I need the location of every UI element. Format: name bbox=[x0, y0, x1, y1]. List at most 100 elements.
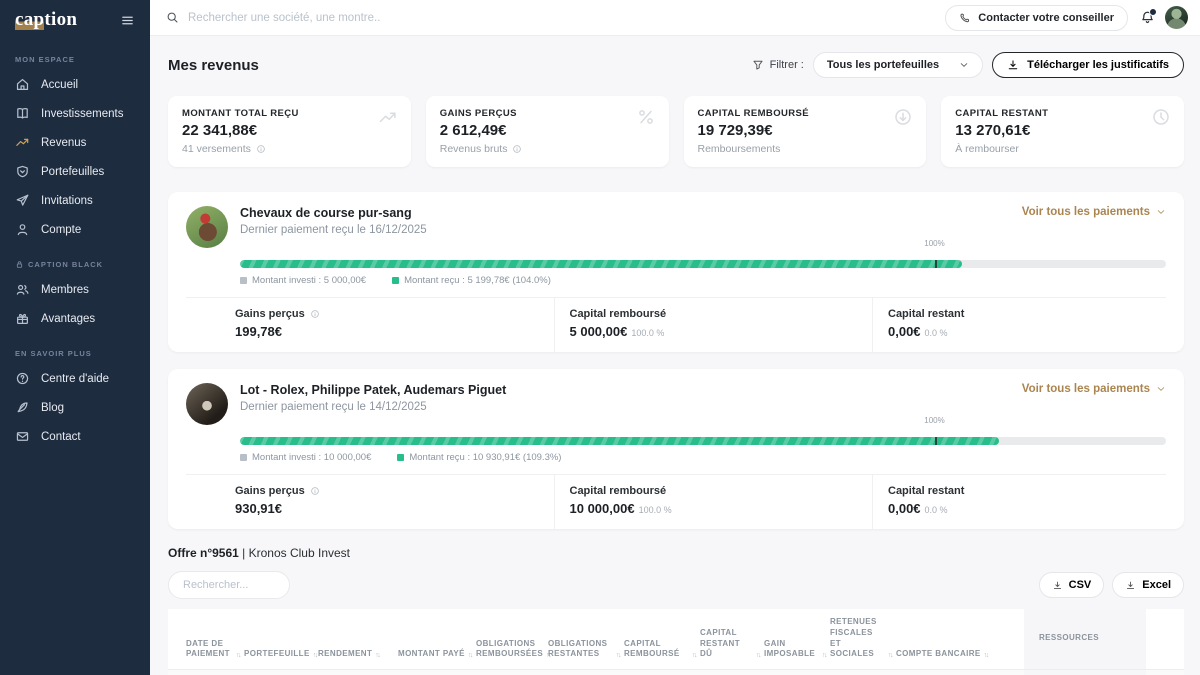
column-header-compte-bancaire[interactable]: COMPTE BANCAIRE ↑↓ bbox=[896, 649, 990, 659]
sidebar-item-contact[interactable]: Contact bbox=[15, 422, 135, 451]
info-icon[interactable] bbox=[310, 486, 320, 496]
column-header-gain-imposable[interactable]: GAIN IMPOSABLE ↑↓ bbox=[764, 638, 828, 659]
sort-icon: ↑↓ bbox=[822, 651, 828, 659]
notifications-bell-icon[interactable] bbox=[1140, 8, 1157, 25]
brand-logo-rest: tion bbox=[44, 9, 78, 30]
sidebar-item-invitations[interactable]: Invitations bbox=[15, 186, 135, 215]
logo-row: caption bbox=[0, 0, 150, 39]
sidebar-item-label: Compte bbox=[41, 223, 82, 236]
column-header-portefeuille[interactable]: PORTEFEUILLE ↑↓ bbox=[244, 649, 318, 659]
sidebar-item-centre-aide[interactable]: Centre d'aide bbox=[15, 364, 135, 393]
cell-date: 14/12/2025 bbox=[168, 670, 244, 675]
investment-subtitle: Dernier paiement reçu le 14/12/2025 bbox=[240, 401, 427, 413]
investment-gains: Gains perçus 199,78€ bbox=[186, 298, 554, 352]
stat-value: 2 612,49€ bbox=[439, 122, 507, 139]
cell-yield: 10% bbox=[318, 670, 398, 675]
sort-icon: ↑↓ bbox=[756, 651, 762, 659]
sidebar-item-compte[interactable]: Compte bbox=[15, 215, 135, 244]
column-header-obligations-remboursees[interactable]: OBLIGATIONS REMBOURSÉES ↑↓ bbox=[476, 638, 552, 659]
download-receipts-button[interactable]: Télécharger les justificatifs bbox=[992, 52, 1184, 78]
column-header-capital-rembourse[interactable]: CAPITAL REMBOURSÉ ↑↓ bbox=[624, 638, 698, 659]
cell-capital-repaid: 8 000,00€ bbox=[624, 670, 700, 675]
send-icon bbox=[15, 193, 30, 208]
cell-paid: 8 058,13€ bbox=[398, 670, 476, 675]
sidebar-item-label: Investissements bbox=[41, 107, 124, 120]
portfolio-filter-value: Tous les portefeuilles bbox=[826, 59, 940, 71]
sidebar-section-caption-black: CAPTION BLACK bbox=[15, 260, 135, 269]
stat-sub-label: 41 versements bbox=[182, 143, 251, 155]
progress-100pct-marker bbox=[934, 437, 937, 445]
sidebar-section-en-savoir-plus: EN SAVOIR PLUS bbox=[15, 349, 92, 358]
stat-card-montant-total: MONTANT TOTAL REÇU 22 341,88€ 41 verseme… bbox=[168, 96, 411, 167]
global-search bbox=[166, 11, 935, 24]
sidebar-item-blog[interactable]: Blog bbox=[15, 393, 135, 422]
sidebar-item-accueil[interactable]: Accueil bbox=[15, 70, 135, 99]
contact-advisor-button[interactable]: Contacter votre conseiller bbox=[945, 4, 1128, 31]
column-header-date[interactable]: DATE DE PAIEMENT ↑↓ bbox=[186, 638, 242, 659]
search-icon bbox=[166, 11, 179, 24]
user-avatar[interactable] bbox=[1165, 6, 1188, 29]
info-icon[interactable] bbox=[256, 144, 266, 154]
hamburger-menu-icon[interactable] bbox=[120, 13, 135, 28]
download-receipts-label: Télécharger les justificatifs bbox=[1027, 59, 1169, 71]
sidebar-item-avantages[interactable]: Avantages bbox=[15, 304, 135, 333]
sidebar-item-label: Portefeuilles bbox=[41, 165, 105, 178]
download-icon bbox=[1125, 580, 1136, 591]
export-excel-button[interactable]: Excel bbox=[1112, 572, 1184, 598]
sidebar-section-mon-espace: MON ESPACE bbox=[15, 55, 75, 64]
legend-received-label: Montant reçu : 10 930,91€ (109.3%) bbox=[409, 452, 562, 463]
stat-card-capital-restant: CAPITAL RESTANT 13 270,61€ À rembourser bbox=[941, 96, 1184, 167]
portfolio-filter-select[interactable]: Tous les portefeuilles bbox=[812, 52, 984, 78]
clock-icon bbox=[1151, 107, 1171, 127]
sidebar-item-membres[interactable]: Membres bbox=[15, 275, 135, 304]
chevron-down-icon bbox=[1156, 207, 1166, 217]
info-icon[interactable] bbox=[310, 309, 320, 319]
funnel-icon bbox=[752, 59, 764, 71]
payments-table: DATE DE PAIEMENT ↑↓ PORTEFEUILLE ↑↓ RENDEM… bbox=[168, 609, 1184, 675]
info-icon[interactable] bbox=[512, 144, 522, 154]
see-all-payments-link[interactable]: Voir tous les paiements bbox=[1022, 383, 1166, 395]
book-icon bbox=[15, 106, 30, 121]
trend-up-icon bbox=[15, 135, 30, 150]
column-header-obligations-restantes[interactable]: OBLIGATIONS RESTANTES ↑↓ bbox=[548, 638, 622, 659]
progress-legend: Montant investi : 5 000,00€ Montant reçu… bbox=[240, 275, 1166, 286]
sidebar-item-portefeuilles[interactable]: Portefeuilles bbox=[15, 157, 135, 186]
download-icon bbox=[1007, 59, 1019, 71]
feather-icon bbox=[15, 400, 30, 415]
progress-100pct-label: 100% bbox=[924, 239, 945, 248]
cell-withholdings: 8,53€ bbox=[830, 670, 896, 675]
cell-obligations-repaid: 8 000 bbox=[476, 670, 548, 675]
sidebar-item-label: Membres bbox=[41, 283, 89, 296]
table-header-row: DATE DE PAIEMENT ↑↓ PORTEFEUILLE ↑↓ RENDEM… bbox=[168, 609, 1184, 671]
investment-capital-repaid: Capital remboursé 5 000,00€ 100.0 % bbox=[553, 298, 873, 352]
table-row: 14/12/2025 Quentin Leconte 10% 8 058,13€… bbox=[168, 670, 1184, 675]
column-header-montant-paye[interactable]: MONTANT PAYÉ ↑↓ bbox=[398, 649, 473, 659]
see-all-payments-link[interactable]: Voir tous les paiements bbox=[1022, 206, 1166, 218]
column-header-capital-restant-du[interactable]: CAPITAL RESTANT DÛ ↑↓ bbox=[700, 627, 762, 659]
legend-invested-label: Montant investi : 10 000,00€ bbox=[252, 452, 372, 463]
investment-title: Lot - Rolex, Philippe Patek, Audemars Pi… bbox=[240, 383, 507, 397]
progress-bar: 100% bbox=[240, 239, 1166, 268]
sidebar: caption MON ESPACE Accueil Investissemen… bbox=[0, 0, 150, 675]
sort-icon: ↑↓ bbox=[983, 651, 990, 659]
export-csv-button[interactable]: CSV bbox=[1038, 572, 1105, 598]
sidebar-item-revenus[interactable]: Revenus bbox=[15, 128, 135, 157]
users-icon bbox=[15, 282, 30, 297]
progress-fill bbox=[240, 260, 963, 268]
search-input[interactable] bbox=[188, 11, 508, 24]
investment-card-rolex-lot: Lot - Rolex, Philippe Patek, Audemars Pi… bbox=[168, 369, 1184, 529]
cell-ressources: Documents bbox=[1024, 670, 1146, 675]
sidebar-item-investissements[interactable]: Investissements bbox=[15, 99, 135, 128]
legend-invested-label: Montant investi : 5 000,00€ bbox=[252, 275, 367, 286]
stat-value: 19 729,39€ bbox=[697, 122, 773, 139]
table-search-input[interactable] bbox=[168, 571, 290, 599]
column-header-retenues[interactable]: RETENUES FISCALES ET SOCIALES ↑↓ bbox=[830, 617, 894, 659]
mail-icon bbox=[15, 429, 30, 444]
column-header-ressources: RESSOURCES bbox=[1024, 609, 1146, 670]
brand-logo[interactable]: caption bbox=[15, 9, 77, 31]
contact-advisor-label: Contacter votre conseiller bbox=[978, 11, 1114, 24]
progress-fill bbox=[240, 437, 1000, 445]
cell-portfolio: Quentin Leconte bbox=[244, 670, 318, 675]
chevron-down-icon bbox=[1156, 384, 1166, 394]
column-header-rendement[interactable]: RENDEMENT ↑↓ bbox=[318, 649, 381, 659]
